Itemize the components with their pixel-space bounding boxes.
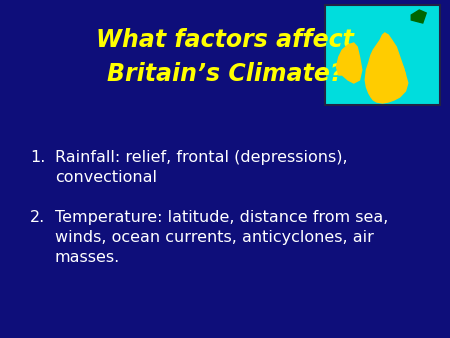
Text: Britain’s Climate?: Britain’s Climate?: [107, 62, 343, 86]
Text: Rainfall: relief, frontal (depressions),
convectional: Rainfall: relief, frontal (depressions),…: [55, 150, 347, 185]
Polygon shape: [382, 57, 405, 90]
Text: Temperature: latitude, distance from sea,
winds, ocean currents, anticyclones, a: Temperature: latitude, distance from sea…: [55, 210, 388, 265]
Bar: [325, 5, 440, 105]
Polygon shape: [411, 10, 426, 23]
Polygon shape: [365, 33, 408, 103]
Text: 1.: 1.: [30, 150, 45, 165]
Text: What factors affect: What factors affect: [96, 28, 354, 52]
Polygon shape: [337, 43, 362, 83]
Text: 2.: 2.: [30, 210, 45, 225]
